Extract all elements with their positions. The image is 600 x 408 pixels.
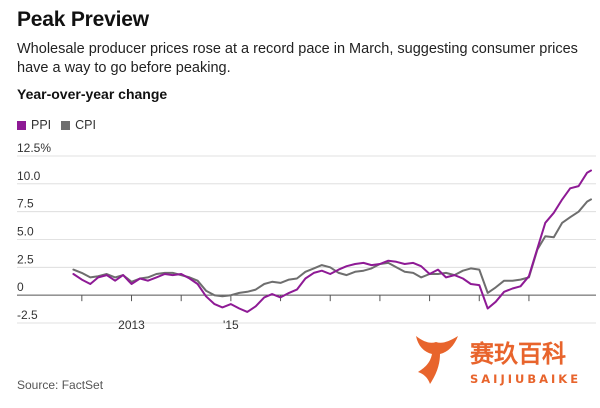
legend-item-ppi: PPI (17, 118, 51, 132)
legend-label-cpi: CPI (75, 118, 96, 132)
watermark-en: SAIJIUBAIKE (470, 372, 581, 386)
y-tick-label: 5.0 (17, 225, 34, 239)
y-tick-label: 7.5 (17, 197, 34, 211)
legend-swatch-cpi (61, 120, 71, 130)
y-tick-label: 0 (17, 280, 24, 294)
y-tick-label: 10.0 (17, 169, 41, 183)
section-label: Year-over-year change (17, 86, 168, 102)
y-tick-label: 2.5 (17, 252, 34, 266)
y-tick-label: -2.5 (17, 308, 38, 322)
line-chart: -2.5 0 2.5 5.0 7.5 10.0 12.5% 2013 '15 (17, 141, 596, 332)
source-note: Source: FactSet (17, 378, 104, 392)
chart-subtitle: Wholesale producer prices rose at a reco… (17, 41, 578, 76)
whale-tail-icon (416, 336, 458, 384)
series-line-cpi (72, 198, 592, 298)
series-line-ppi (72, 169, 592, 313)
x-tick-label: '15 (223, 318, 239, 332)
y-tick-label: 12.5% (17, 141, 51, 155)
watermark-logo: 赛玖百科 SAIJIUBAIKE (416, 336, 581, 386)
watermark-cn: 赛玖百科 (469, 340, 566, 368)
x-tick-label: 2013 (118, 318, 145, 332)
legend: PPI CPI (17, 118, 106, 132)
legend-swatch-ppi (17, 120, 26, 130)
legend-label-ppi: PPI (31, 118, 52, 132)
chart-title: Peak Preview (17, 8, 149, 31)
legend-item-cpi: CPI (61, 118, 96, 132)
